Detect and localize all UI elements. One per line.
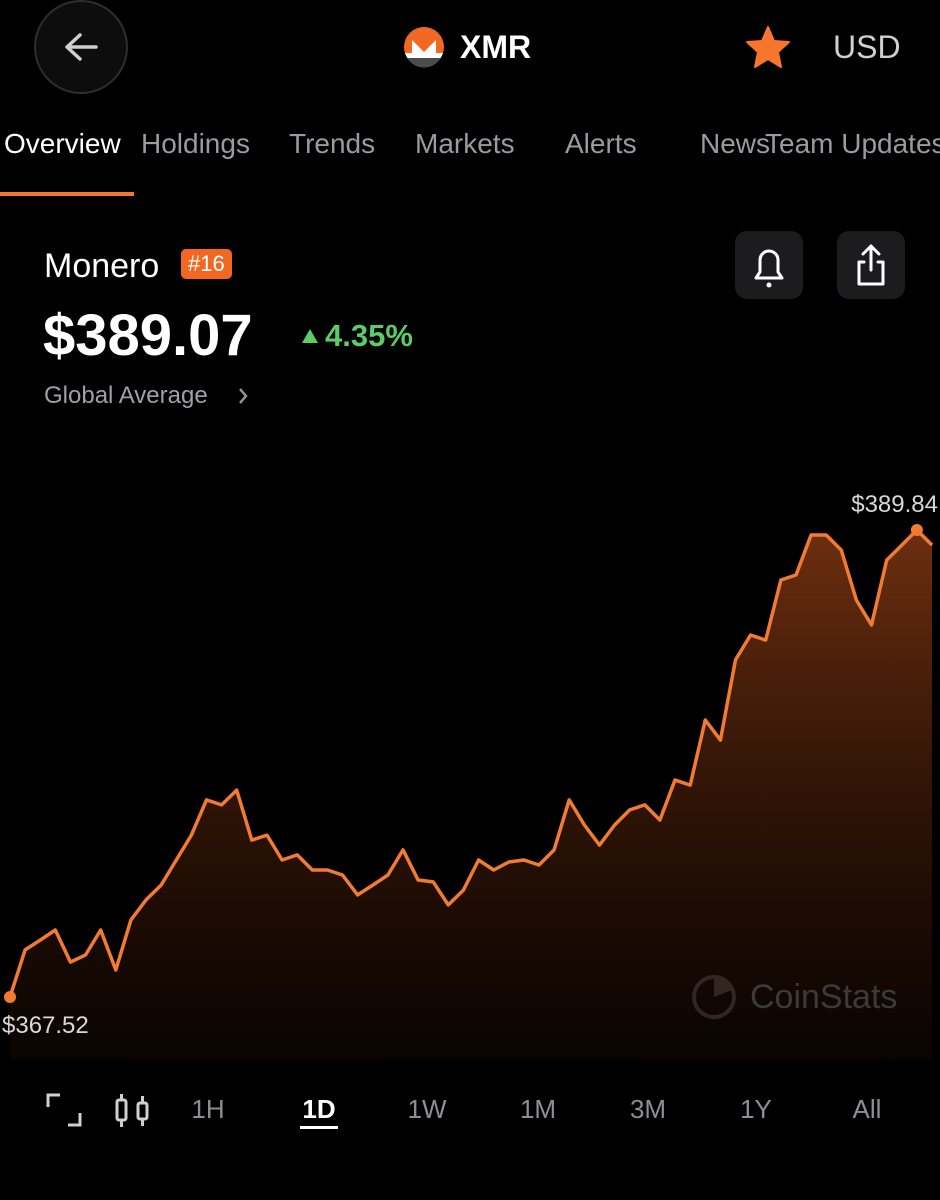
watermark: CoinStats	[750, 978, 898, 1016]
price-line	[8, 528, 934, 998]
chevron	[239, 388, 248, 404]
tab-underline	[0, 192, 134, 196]
candle-toggle[interactable]	[115, 1094, 149, 1127]
range-button[interactable]: 1W	[407, 1094, 447, 1124]
range-button[interactable]: 1H	[191, 1094, 225, 1124]
coin-logo	[404, 27, 444, 68]
point-marker	[910, 524, 923, 536]
price-change: 4.35%	[325, 318, 413, 353]
currency[interactable]: USD	[833, 29, 901, 65]
change-arrow	[302, 329, 318, 343]
alert-button[interactable]	[735, 231, 803, 299]
back-button[interactable]	[34, 0, 128, 94]
range-button[interactable]: 1M	[519, 1094, 557, 1124]
price-source[interactable]: Global Average	[44, 382, 208, 409]
tab[interactable]: Team Updates	[765, 128, 940, 159]
range-button[interactable]: 3M	[629, 1094, 667, 1124]
tab[interactable]: Markets	[415, 128, 515, 159]
price: $389.07	[43, 303, 253, 368]
range-button[interactable]: 1Y	[740, 1094, 772, 1124]
point-marker	[4, 991, 16, 1003]
price-area	[10, 530, 932, 1060]
tab[interactable]: Alerts	[565, 128, 637, 159]
tab[interactable]: News	[700, 128, 771, 159]
coin-name: Monero	[44, 247, 160, 285]
fullscreen-button[interactable]	[46, 1093, 82, 1127]
tab[interactable]: Holdings	[141, 128, 250, 159]
value-label: $389.84	[851, 491, 938, 518]
favorite-star[interactable]	[746, 26, 790, 68]
rank-badge: #16	[181, 249, 232, 279]
range-button[interactable]: 1D	[302, 1094, 336, 1124]
value-label: $367.52	[2, 1012, 89, 1039]
tab[interactable]: Overview	[4, 128, 121, 159]
share-button[interactable]	[837, 231, 905, 299]
tab[interactable]: Trends	[289, 128, 376, 159]
range-underline	[300, 1126, 338, 1129]
range-button[interactable]: All	[852, 1094, 882, 1124]
header-title: XMR	[460, 29, 532, 65]
